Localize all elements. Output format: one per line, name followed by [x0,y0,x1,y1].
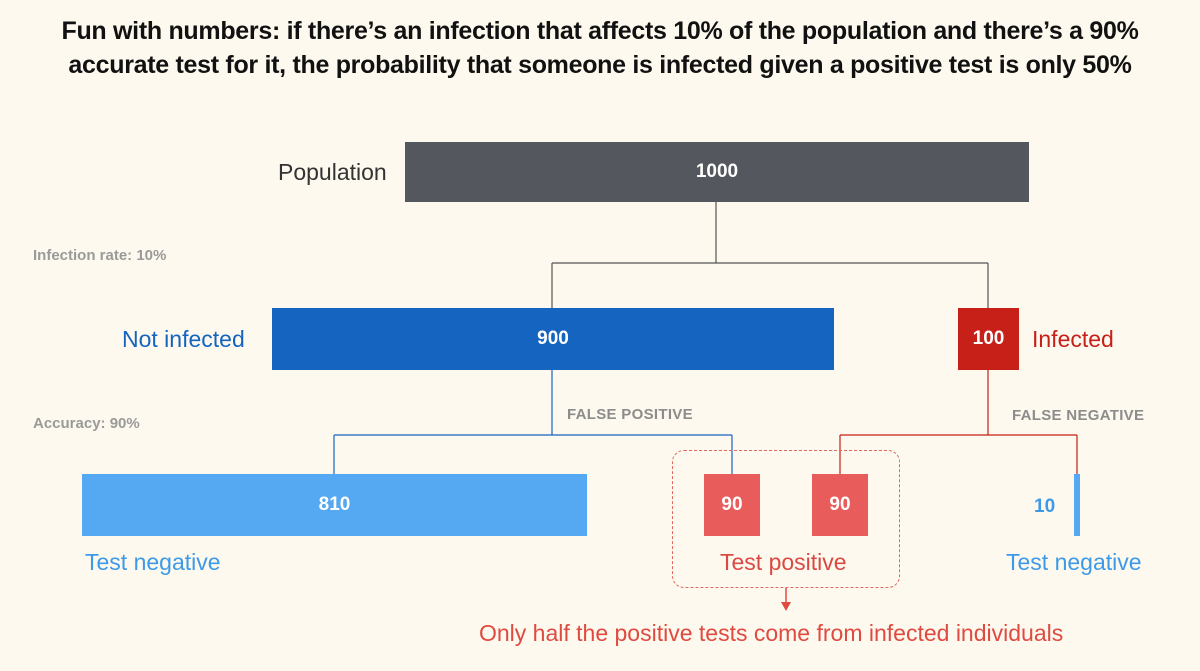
conclusion-arrow [781,588,791,611]
false-negative-bar [1074,474,1080,536]
true-negative-bar: 810 [82,474,587,536]
conclusion-text: Only half the positive tests come from i… [479,620,1064,646]
false-positive-value: 90 [721,494,743,515]
false-negative-value: 10 [1034,496,1056,517]
accuracy-label: Accuracy: 90% [33,415,140,432]
test-negative-label-right: Test negative [1006,549,1142,575]
not-infected-label: Not infected [122,326,245,352]
true-positive-value: 90 [829,494,851,515]
not-infected-value: 900 [537,328,569,349]
infected-connector [839,370,1078,474]
test-positive-group [672,450,900,588]
not-infected-bar: 900 [272,308,834,370]
true-positive-bar: 90 [812,474,868,536]
population-value: 1000 [695,161,739,182]
false-positive-tag: FALSE POSITIVE [567,406,693,423]
infected-value: 100 [972,328,1005,349]
population-connector [551,202,989,308]
test-positive-label: Test positive [720,549,847,575]
title-line-2: accurate test for it, the probability th… [68,51,1132,79]
infection-rate-label: Infection rate: 10% [33,247,167,264]
true-negative-value: 810 [318,494,351,515]
test-negative-label-left: Test negative [85,549,221,575]
infected-bar: 100 [958,308,1019,370]
population-label: Population [278,159,387,185]
not-infected-connector [333,370,733,474]
page-title: Fun with numbers: if there’s an infectio… [0,14,1200,82]
false-negative-tag: FALSE NEGATIVE [1012,407,1145,424]
population-bar: 1000 [405,142,1029,202]
infected-label: Infected [1032,326,1114,352]
title-line-1: Fun with numbers: if there’s an infectio… [61,17,1139,45]
false-positive-bar: 90 [704,474,760,536]
